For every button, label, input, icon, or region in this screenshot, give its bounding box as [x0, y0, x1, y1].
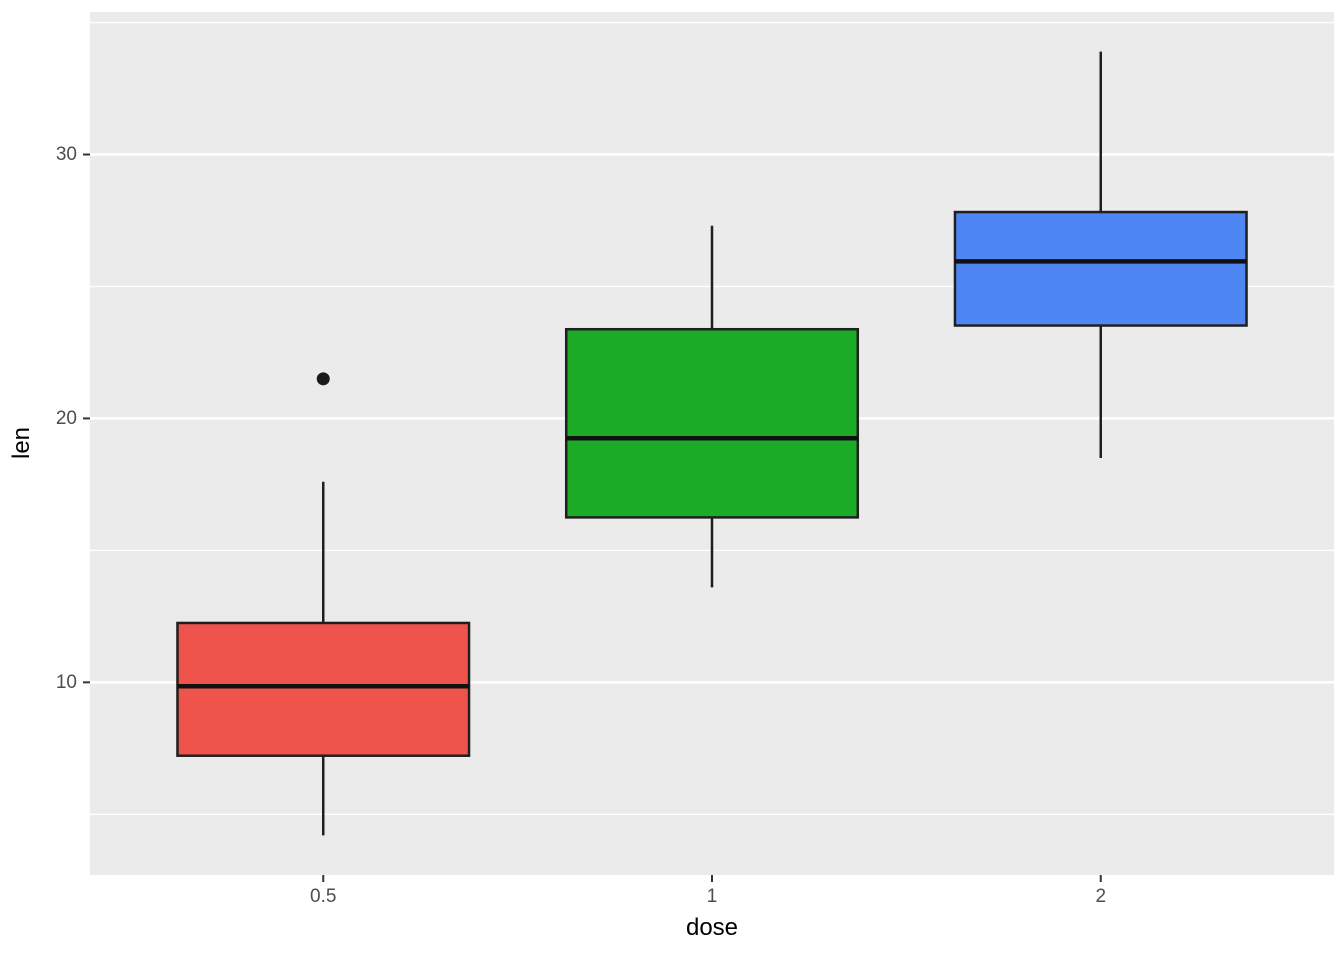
x-tick-label: 0.5 — [310, 886, 336, 907]
y-tick-label: 10 — [56, 672, 77, 693]
iqr-box — [176, 621, 471, 757]
boxplot-dose-0.5 — [176, 372, 471, 836]
x-tick-label: 2 — [1095, 886, 1106, 907]
iqr-box — [953, 210, 1248, 327]
boxplot-dose-2 — [953, 51, 1248, 459]
x-axis-title: dose — [685, 914, 739, 941]
y-tick-label: 20 — [56, 408, 77, 429]
iqr-box — [564, 327, 860, 519]
outlier-point — [316, 372, 330, 386]
y-axis-title: len — [8, 426, 35, 460]
x-tick-label: 1 — [707, 886, 718, 907]
y-tick-label: 30 — [56, 144, 77, 165]
boxplot-dose-1 — [564, 225, 860, 588]
